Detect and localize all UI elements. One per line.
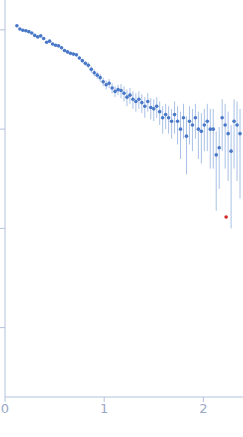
svg-text:0: 0 bbox=[1, 401, 9, 416]
svg-text:2: 2 bbox=[199, 401, 207, 416]
svg-text:1: 1 bbox=[100, 401, 108, 416]
